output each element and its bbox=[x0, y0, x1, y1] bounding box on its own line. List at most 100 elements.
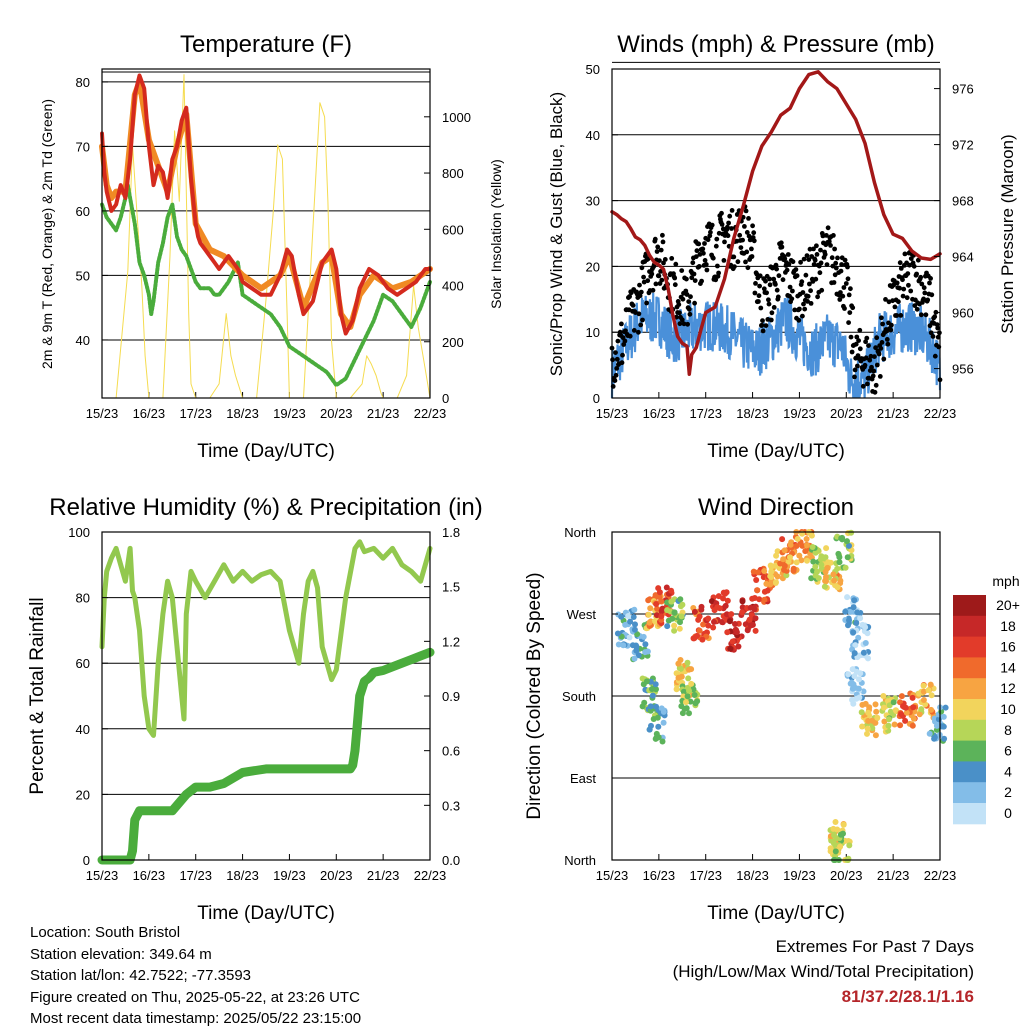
gust-point bbox=[749, 254, 755, 259]
y2-tick-label: 976 bbox=[952, 82, 974, 97]
gust-point bbox=[637, 282, 642, 288]
direction-point bbox=[837, 843, 844, 850]
gust-point bbox=[804, 253, 810, 258]
direction-point bbox=[846, 542, 852, 549]
gust-point bbox=[702, 241, 707, 246]
gust-point bbox=[852, 374, 857, 380]
gust-point bbox=[854, 334, 860, 340]
gust-point bbox=[824, 233, 829, 238]
direction-point bbox=[625, 613, 632, 619]
direction-point bbox=[694, 632, 700, 639]
direction-point bbox=[678, 613, 685, 620]
gust-point bbox=[744, 230, 750, 235]
y-tick-label: East bbox=[570, 771, 596, 786]
gust-point bbox=[790, 259, 796, 265]
y-axis-label: Percent & Total Rainfall bbox=[27, 597, 48, 794]
direction-point bbox=[860, 688, 867, 695]
gust-point bbox=[852, 367, 858, 373]
gust-point bbox=[850, 305, 856, 311]
direction-point bbox=[698, 606, 705, 613]
gust-point bbox=[769, 310, 775, 316]
direction-point bbox=[685, 675, 692, 682]
gust-point bbox=[930, 334, 936, 339]
station-info: Location: South Bristol Station elevatio… bbox=[30, 922, 361, 1030]
gust-point bbox=[843, 281, 849, 286]
x-tick-label: 18/23 bbox=[736, 868, 769, 883]
colorbar-label: 20+ bbox=[996, 597, 1020, 613]
direction-point bbox=[902, 717, 909, 724]
direction-point bbox=[688, 680, 695, 687]
gust-point bbox=[761, 286, 767, 292]
direction-point bbox=[656, 589, 663, 596]
direction-point bbox=[774, 573, 781, 580]
gust-point bbox=[684, 276, 689, 282]
gust-point bbox=[873, 382, 879, 388]
direction-point bbox=[676, 625, 683, 632]
direction-point bbox=[872, 701, 879, 708]
gust-point bbox=[713, 277, 719, 283]
direction-point bbox=[708, 598, 715, 605]
direction-point bbox=[872, 732, 879, 739]
x-tick-label: 17/23 bbox=[179, 406, 212, 421]
panel-4: Wind Direction 15/23 16/23 17/23 18/23 19/23 2… bbox=[524, 494, 1020, 924]
direction-point bbox=[885, 722, 892, 729]
gust-point bbox=[908, 288, 914, 294]
recent-timestamp: Most recent data timestamp: 2025/05/22 2… bbox=[30, 1010, 362, 1027]
direction-point bbox=[639, 703, 646, 710]
direction-point bbox=[773, 579, 779, 586]
gust-point bbox=[839, 262, 844, 267]
direction-point bbox=[645, 597, 652, 604]
gust-point bbox=[701, 250, 706, 256]
direction-point bbox=[844, 538, 850, 545]
colorbar-label: 4 bbox=[1004, 763, 1012, 779]
gust-point bbox=[708, 229, 713, 235]
gust-point bbox=[613, 350, 618, 355]
gust-point bbox=[796, 317, 802, 323]
gust-point bbox=[750, 223, 755, 229]
y-tick-label: 20 bbox=[586, 259, 600, 274]
direction-point bbox=[761, 596, 768, 603]
direction-point bbox=[940, 713, 947, 720]
direction-point bbox=[910, 704, 917, 711]
direction-point bbox=[676, 665, 683, 672]
direction-point bbox=[798, 557, 805, 564]
gust-point bbox=[845, 276, 851, 282]
direction-point bbox=[727, 645, 734, 652]
direction-point bbox=[671, 627, 678, 634]
direction-point bbox=[780, 556, 787, 563]
y-tick-label: 100 bbox=[68, 525, 90, 540]
y-tick-label: 50 bbox=[76, 268, 90, 283]
gust-point bbox=[841, 285, 847, 290]
gust-point bbox=[799, 279, 805, 285]
direction-point bbox=[699, 636, 706, 643]
direction-point bbox=[728, 611, 735, 618]
gust-point bbox=[833, 260, 839, 266]
gust-point bbox=[922, 290, 928, 296]
gust-point bbox=[868, 353, 874, 359]
direction-point bbox=[655, 723, 662, 730]
gust-point bbox=[871, 368, 877, 374]
direction-point bbox=[668, 587, 675, 594]
direction-point bbox=[793, 543, 800, 549]
direction-point bbox=[844, 594, 851, 601]
gust-point bbox=[869, 364, 874, 370]
y-tick-label: South bbox=[562, 689, 596, 704]
gust-point bbox=[835, 255, 840, 261]
direction-point bbox=[773, 552, 780, 559]
gust-point bbox=[892, 304, 898, 310]
gust-point bbox=[659, 277, 665, 283]
gust-point bbox=[857, 327, 863, 333]
x-tick-label: 20/23 bbox=[830, 406, 863, 421]
y-tick-label: North bbox=[564, 525, 596, 540]
direction-point bbox=[647, 703, 654, 710]
colorbar-swatch bbox=[953, 657, 986, 679]
gust-point bbox=[829, 255, 835, 261]
direction-point bbox=[739, 598, 746, 605]
gust-point bbox=[756, 293, 762, 299]
gust-point bbox=[889, 322, 894, 328]
gust-point bbox=[613, 372, 619, 378]
direction-point bbox=[646, 619, 653, 626]
gust-point bbox=[652, 236, 658, 242]
gust-point bbox=[802, 306, 808, 312]
gust-point bbox=[696, 241, 702, 247]
